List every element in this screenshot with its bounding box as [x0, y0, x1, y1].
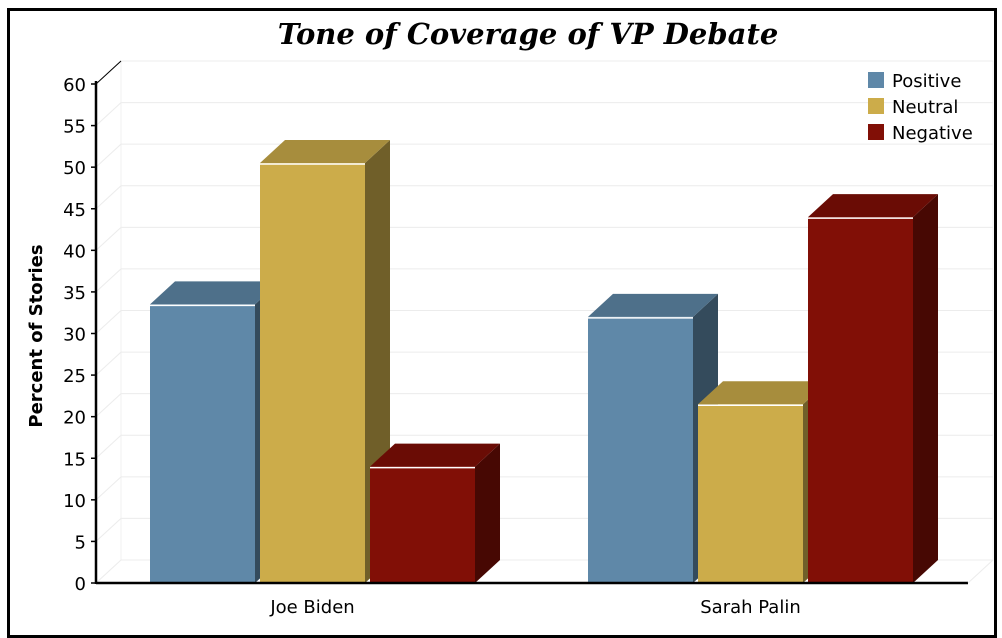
- x-category-label: Joe Biden: [269, 597, 354, 618]
- bar-side: [913, 194, 938, 584]
- legend-item-neutral: Neutral: [868, 97, 958, 118]
- chart-title: Tone of Coverage of VP Debate: [278, 17, 779, 51]
- y-tick-label: 10: [63, 491, 86, 512]
- gridline-floor-11: [95, 102, 122, 126]
- bar-front: [370, 466, 475, 583]
- y-tick-label: 60: [63, 75, 86, 96]
- legend-label: Negative: [892, 123, 973, 144]
- y-tick-label: 35: [63, 283, 86, 304]
- x-category-labels: Joe Biden Sarah Palin: [269, 597, 800, 618]
- y-tick-label: 45: [63, 200, 86, 221]
- gridline-floor-5: [95, 351, 122, 376]
- gridline-floor-4: [95, 393, 122, 418]
- bar-front: [150, 304, 255, 583]
- legend: Positive Neutral Negative: [868, 71, 973, 144]
- y-tick-label: 55: [63, 117, 86, 138]
- bar-front: [808, 217, 913, 584]
- legend-label: Neutral: [892, 97, 958, 118]
- bar-side: [475, 443, 500, 583]
- bar-top: [588, 293, 718, 317]
- y-tick-label: 30: [63, 325, 86, 346]
- y-tick-label: 50: [63, 158, 86, 179]
- gridline-floor-3: [95, 434, 122, 459]
- y-tick-label: 20: [63, 408, 86, 429]
- bar-top: [698, 381, 828, 405]
- legend-item-negative: Negative: [868, 123, 973, 144]
- bars: [150, 140, 938, 584]
- bar-neutral-0: [260, 140, 390, 583]
- bar-front: [698, 404, 803, 583]
- legend-swatch: [868, 72, 884, 88]
- gridline-floor-1: [95, 518, 122, 542]
- bar-top: [370, 443, 500, 467]
- y-tick-label: 15: [63, 449, 86, 470]
- y-axis-top-edge: [95, 60, 122, 85]
- legend-swatch: [868, 98, 884, 114]
- y-tick-label: 25: [63, 366, 86, 387]
- bar-top: [808, 194, 938, 218]
- bar-chart: 0 5 10 15 20 25 30 35 40 45 50 55 60 Joe Biden Sarah …: [26, 17, 994, 618]
- legend-item-positive: Positive: [868, 71, 961, 92]
- gridline-floor-0: [95, 559, 122, 584]
- gridline-floor-9: [95, 185, 122, 210]
- y-tick-labels: 0 5 10 15 20 25 30 35 40 45 50 55 60: [63, 75, 86, 595]
- gridline-floor-10: [95, 143, 122, 168]
- bar-front: [260, 163, 365, 583]
- bar-negative-1: [808, 194, 938, 584]
- gridline-floor-8: [95, 226, 122, 251]
- axes: [91, 60, 994, 585]
- legend-label: Positive: [892, 71, 961, 92]
- y-tick-label: 5: [75, 532, 86, 553]
- legend-swatch: [868, 124, 884, 140]
- gridline-floor-7: [95, 268, 122, 293]
- y-tick-label: 0: [75, 574, 86, 595]
- bar-front: [588, 316, 693, 583]
- y-axis-label: Percent of Stories: [26, 244, 47, 427]
- y-tick-label: 40: [63, 241, 86, 262]
- gridline-floor-6: [95, 310, 122, 334]
- x-category-label: Sarah Palin: [700, 597, 801, 618]
- bar-negative-0: [370, 443, 500, 583]
- bar-top: [150, 281, 280, 305]
- gridline-floor-2: [95, 476, 122, 501]
- x-axis-floor-edge: [967, 559, 994, 584]
- bar-top: [260, 140, 390, 164]
